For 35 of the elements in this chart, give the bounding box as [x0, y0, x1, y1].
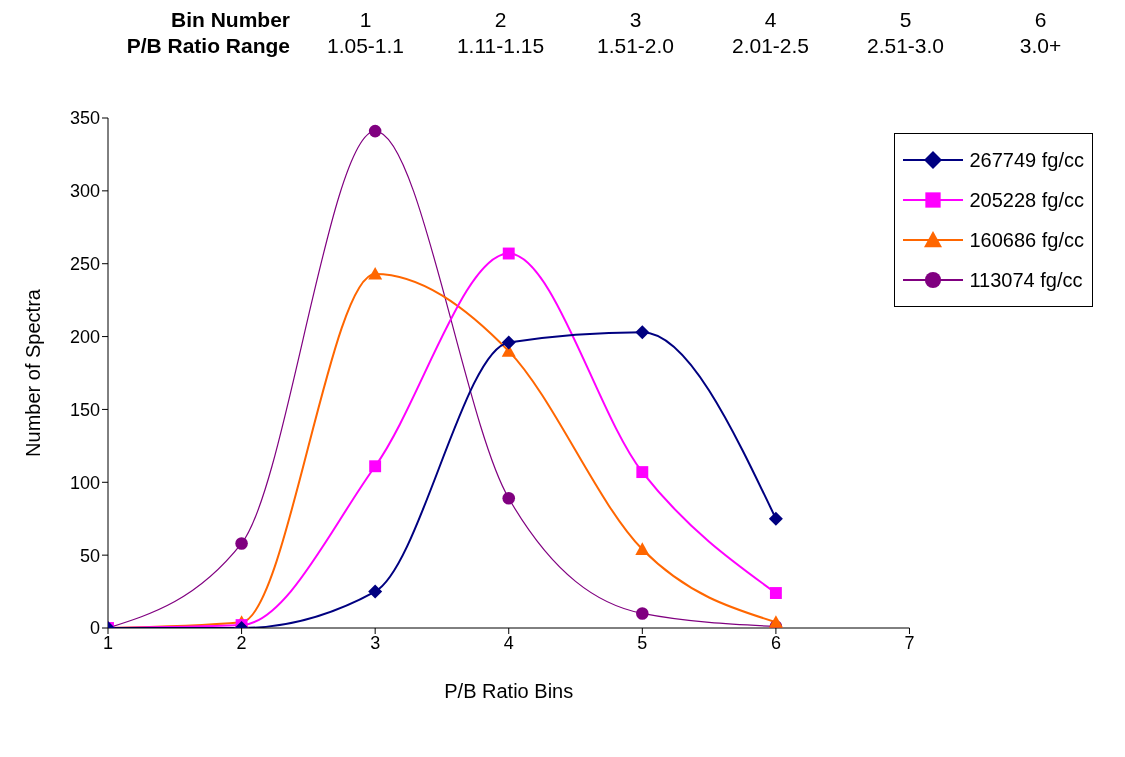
text: 4 — [763, 8, 778, 32]
text: 5 — [898, 8, 913, 32]
y-tick-label: 150 — [69, 399, 100, 420]
text: 6 — [1033, 8, 1048, 32]
legend-label: 205228 fg/cc — [969, 188, 1084, 213]
text: 1.11-1.15 — [455, 34, 546, 58]
legend-label: 267749 fg/cc — [969, 148, 1084, 173]
text: P/B Ratio Range — [125, 34, 291, 58]
text: 1.05-1.1 — [325, 34, 406, 58]
text: 2.01-2.5 — [730, 34, 811, 58]
text: 1.51-2.0 — [595, 34, 676, 58]
y-tick-label: 50 — [79, 545, 100, 566]
y-axis-title: Number of Spectra — [22, 288, 45, 457]
text: 3.0+ — [1018, 34, 1063, 58]
legend-label: 113074 fg/cc — [969, 268, 1083, 293]
y-tick-label: 200 — [69, 326, 100, 347]
y-tick-label: 100 — [69, 472, 100, 493]
text: 2 — [493, 8, 508, 32]
x-tick-label: 2 — [236, 632, 247, 653]
text: 3 — [628, 8, 643, 32]
y-tick-label: 0 — [89, 618, 100, 639]
x-tick-label: 5 — [637, 632, 648, 653]
text: 1 — [358, 8, 373, 32]
x-tick-label: 1 — [102, 632, 114, 653]
text: 2.51-3.0 — [865, 34, 946, 58]
x-tick-label: 3 — [370, 632, 381, 653]
x-tick-label: 4 — [503, 632, 514, 653]
legend-label: 160686 fg/cc — [969, 228, 1084, 253]
x-tick-label: 7 — [904, 632, 915, 653]
x-axis-title: P/B Ratio Bins — [444, 680, 574, 702]
y-tick-label: 300 — [69, 181, 100, 202]
x-tick-label: 6 — [770, 632, 781, 653]
y-tick-label: 350 — [69, 108, 100, 129]
text: Bin Number — [170, 8, 291, 32]
y-tick-label: 250 — [69, 254, 100, 275]
